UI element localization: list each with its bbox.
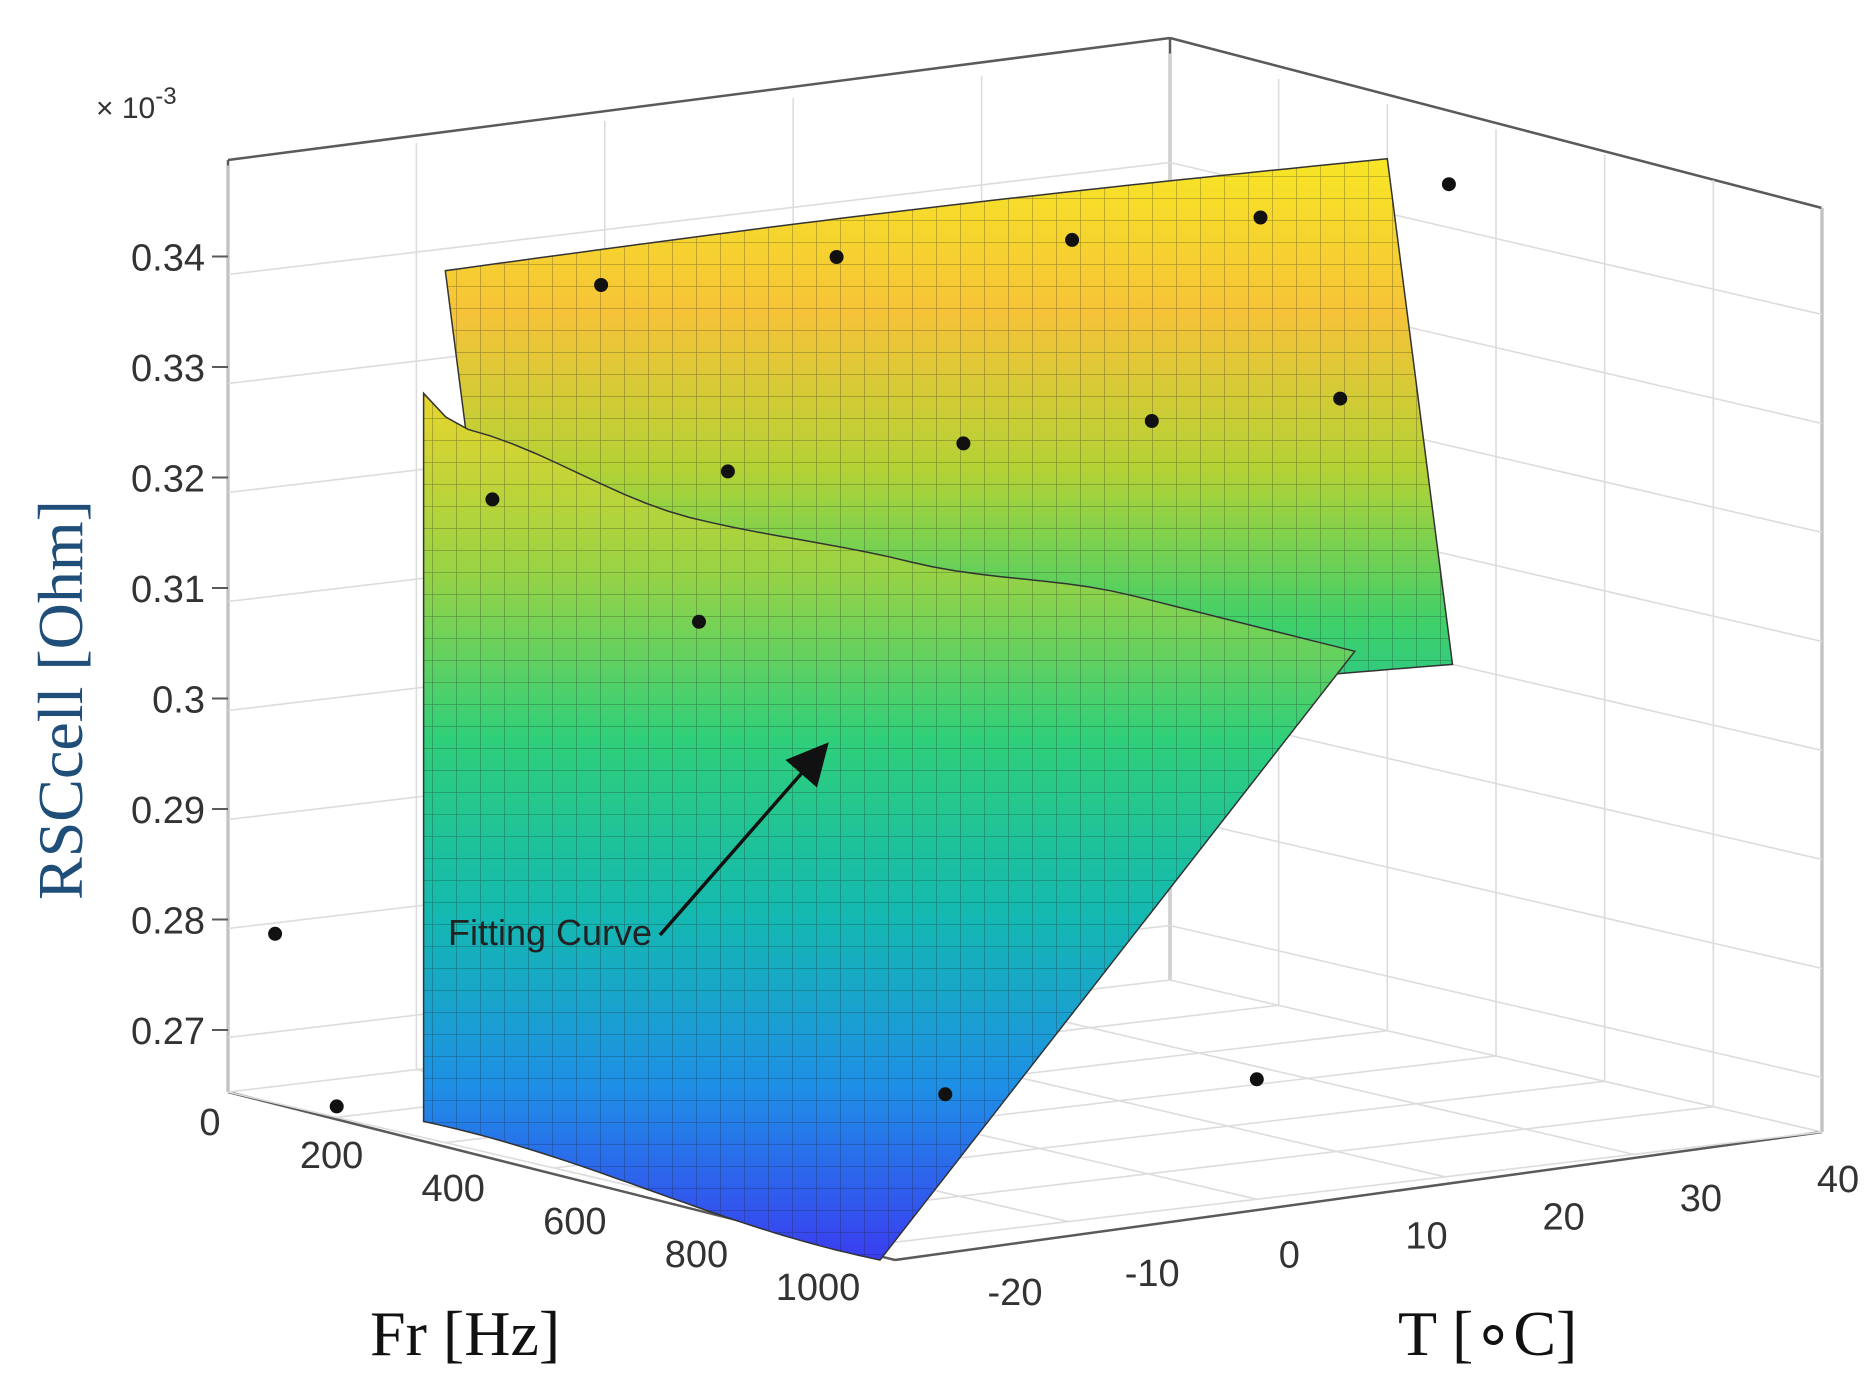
data-point [1065,232,1080,247]
data-point [1249,1072,1264,1087]
x-tick-label: 400 [421,1168,484,1210]
data-point [1253,210,1268,225]
data-point [485,492,500,507]
data-point [329,1099,344,1114]
grid-line-t-floor [879,1131,1823,1245]
y-tick-label: 30 [1680,1178,1722,1220]
data-point [268,926,283,941]
data-point [1333,391,1348,406]
measured-points [268,177,1456,1114]
x-tick-label: 200 [300,1135,363,1177]
x-tick-labels: 0 200 400 600 800 1000 [199,1102,860,1309]
box-bottom-front-right [894,1130,1823,1262]
z-multiplier-base: × 10 [96,92,155,125]
z-tick-label: 0.34 [131,238,205,280]
grid-line-t-floor [771,1105,1714,1220]
z-tick-label: 0.32 [131,459,205,501]
x-axis-label: Fr [Hz] [370,1298,560,1369]
z-tick-label: 0.27 [131,1011,205,1053]
box-top-back-right [1169,36,1823,210]
z-tick-labels: 0.27 0.28 0.29 0.3 0.31 0.32 0.33 0.34 [131,238,228,1053]
x-tick-label: 600 [543,1201,606,1243]
grid-line-z-left [227,161,1171,276]
z-tick-label: 0.3 [152,680,205,722]
z-axis-label: RSCcell [Ohm] [25,500,96,900]
data-point [956,436,971,451]
z-tick-label: 0.29 [131,790,205,832]
y-axis-label: T [∘C] [1398,1298,1577,1369]
y-tick-label: -20 [988,1272,1043,1314]
data-point [692,614,706,629]
x-tick-label: 1000 [776,1267,861,1309]
data-point [1144,414,1159,428]
y-tick-label: 20 [1543,1197,1585,1239]
annotation-arrow [658,742,829,937]
surface-front-wall [422,391,1357,1261]
x-tick-label: 800 [665,1234,728,1276]
y-tick-label: 10 [1405,1216,1447,1258]
z-multiplier-exponent: -3 [155,83,176,110]
annotation-label: Fitting Curve [448,912,652,953]
z-tick-label: 0.28 [131,901,205,943]
z-tick-label: 0.33 [131,348,205,390]
y-tick-label: 40 [1817,1159,1859,1201]
data-point [720,464,735,479]
z-tick-label: 0.31 [131,569,205,611]
y-tick-label: -10 [1125,1253,1180,1295]
box-top-back-left [227,36,1171,162]
data-point [594,278,609,292]
data-point [938,1087,953,1102]
data-point [1441,177,1456,192]
y-tick-label: 0 [1279,1234,1300,1276]
data-point [829,250,844,264]
x-tick-label: 0 [199,1102,220,1144]
front-sheet-mesh [422,391,1357,1261]
z-multiplier: × 10-3 [96,83,177,125]
y-tick-labels: -20 -10 0 10 20 30 40 [988,1159,1860,1314]
